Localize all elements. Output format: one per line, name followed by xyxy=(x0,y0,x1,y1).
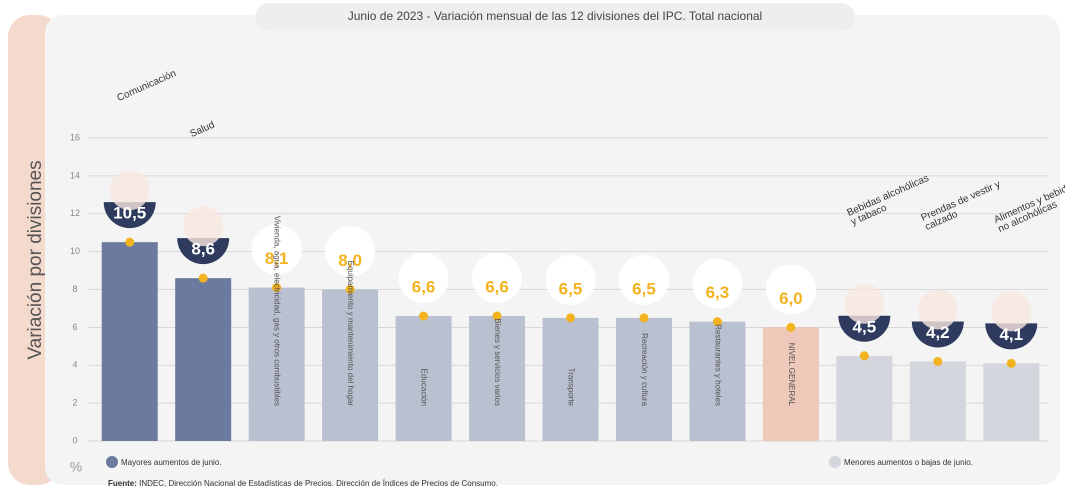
value-label: 6,3 xyxy=(706,283,730,302)
source-label: Fuente: xyxy=(108,479,137,488)
value-label: 10,5 xyxy=(113,204,146,223)
legend-label: Menores aumentos o bajas de junio. xyxy=(844,458,973,467)
category-label: Educación xyxy=(419,369,428,406)
bar-top-dot xyxy=(199,274,208,283)
y-axis-title: Variación por divisiones xyxy=(25,160,46,359)
value-label: 6,0 xyxy=(779,289,803,308)
legend-swatch xyxy=(829,456,841,468)
bar-top-dot xyxy=(419,312,428,321)
y-unit: % xyxy=(70,459,82,475)
legend-swatch xyxy=(106,456,118,468)
chart-title: Junio de 2023 - Variación mensual de las… xyxy=(348,9,762,23)
value-label: 6,6 xyxy=(485,277,509,296)
bar-top-dot xyxy=(1007,359,1016,368)
category-label: Restaurantes y hoteles xyxy=(713,324,722,406)
bar-top-dot xyxy=(933,357,942,366)
bar-top-dot xyxy=(786,323,795,332)
y-tick-label: 2 xyxy=(72,398,77,408)
category-label: Transporte xyxy=(566,368,575,407)
y-tick-label: 12 xyxy=(70,208,80,218)
bar xyxy=(102,242,158,441)
y-tick-label: 0 xyxy=(72,435,77,445)
bar xyxy=(836,356,892,441)
category-label: Equipamiento y mantenimiento del hogar xyxy=(346,261,355,407)
page: Junio de 2023 - Variación mensual de las… xyxy=(0,0,1065,495)
category-label: Bienes y servicios varios xyxy=(493,318,502,406)
value-label: 4,2 xyxy=(926,323,950,342)
bar-top-dot xyxy=(639,313,648,322)
category-label: Recreación y cultura xyxy=(640,333,649,406)
y-tick-label: 8 xyxy=(72,284,77,294)
y-tick-label: 6 xyxy=(72,322,77,332)
value-label: 6,6 xyxy=(412,277,436,296)
category-label: Vivienda, agua, electricidad, gas y otro… xyxy=(273,216,282,406)
bar xyxy=(910,361,966,441)
bar-top-dot xyxy=(125,238,134,247)
source-text: INDEC, Dirección Nacional de Estadística… xyxy=(139,479,498,488)
legend-label: Mayores aumentos de junio. xyxy=(121,458,222,467)
value-label: 4,1 xyxy=(999,325,1023,344)
bar-top-dot xyxy=(860,351,869,360)
bar xyxy=(983,363,1039,441)
y-tick-label: 10 xyxy=(70,246,80,256)
value-label: 6,5 xyxy=(559,279,583,298)
value-label: 4,5 xyxy=(853,317,877,336)
y-tick-label: 4 xyxy=(72,360,77,370)
y-tick-label: 16 xyxy=(70,132,80,142)
source: Fuente: INDEC, Dirección Nacional de Est… xyxy=(108,479,498,488)
bar-top-dot xyxy=(566,313,575,322)
value-label: 6,5 xyxy=(632,279,656,298)
bar xyxy=(175,278,231,441)
value-label: 8,6 xyxy=(191,240,215,259)
category-label: NIVEL GENERAL xyxy=(787,343,796,407)
y-tick-label: 14 xyxy=(70,170,80,180)
